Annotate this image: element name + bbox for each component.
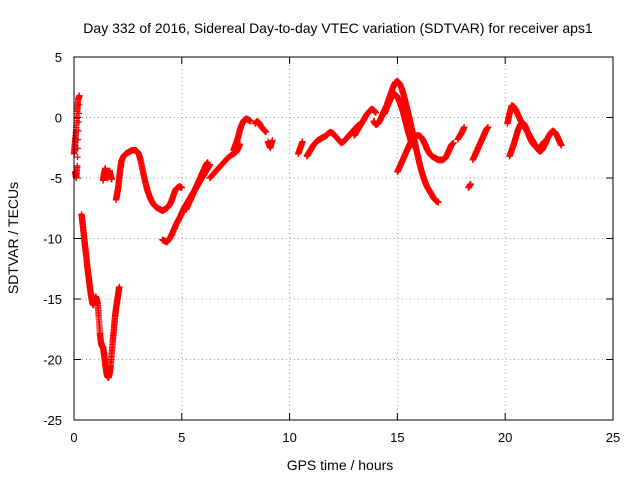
x-tick-label: 0	[70, 430, 77, 445]
data-point	[76, 92, 83, 99]
y-tick-labels: -25 -20 -15 -10 -5 0 5	[43, 50, 62, 428]
y-tick-label: -5	[50, 171, 62, 186]
data-point	[75, 101, 83, 108]
data-point	[372, 109, 379, 116]
data-point	[450, 139, 457, 147]
data-point	[75, 127, 82, 134]
data-point	[247, 117, 254, 125]
data-point	[299, 138, 306, 145]
chart-title: Day 332 of 2016, Sidereal Day-to-day VTE…	[83, 20, 593, 36]
data-point	[116, 283, 123, 291]
y-tick-label: -20	[43, 353, 62, 368]
y-tick-label: 5	[55, 50, 62, 65]
data-point	[269, 137, 276, 144]
data-point	[74, 153, 81, 161]
y-tick-label: -10	[43, 232, 62, 247]
data-point	[74, 145, 81, 152]
data-point	[204, 159, 211, 166]
data-point	[558, 142, 565, 149]
data-point	[484, 124, 492, 131]
x-tick-label: 10	[282, 430, 296, 445]
x-tick-label: 20	[498, 430, 512, 445]
data-point	[435, 199, 442, 206]
x-tick-label: 5	[178, 430, 185, 445]
data-point	[262, 128, 270, 136]
data-point	[71, 168, 79, 176]
data-point	[75, 110, 83, 117]
data-point	[467, 180, 474, 188]
data-point	[461, 124, 468, 131]
grid	[74, 57, 613, 420]
y-axis-label: SDTVAR / TECUs	[5, 182, 21, 294]
y-tick-label: 0	[55, 111, 62, 126]
data-point	[178, 184, 185, 191]
x-tick-label: 15	[390, 430, 404, 445]
x-tick-label: 25	[606, 430, 620, 445]
data-point	[540, 138, 548, 145]
x-axis-label: GPS time / hours	[287, 457, 394, 473]
x-tick-labels: 0 5 10 15 20 25	[70, 430, 620, 445]
data-points	[70, 78, 565, 381]
y-tick-label: -25	[43, 413, 62, 428]
data-point	[75, 118, 82, 126]
y-tick-label: -15	[43, 292, 62, 307]
data-point	[108, 176, 115, 183]
plot-frame	[73, 56, 614, 421]
data-point	[74, 136, 82, 143]
